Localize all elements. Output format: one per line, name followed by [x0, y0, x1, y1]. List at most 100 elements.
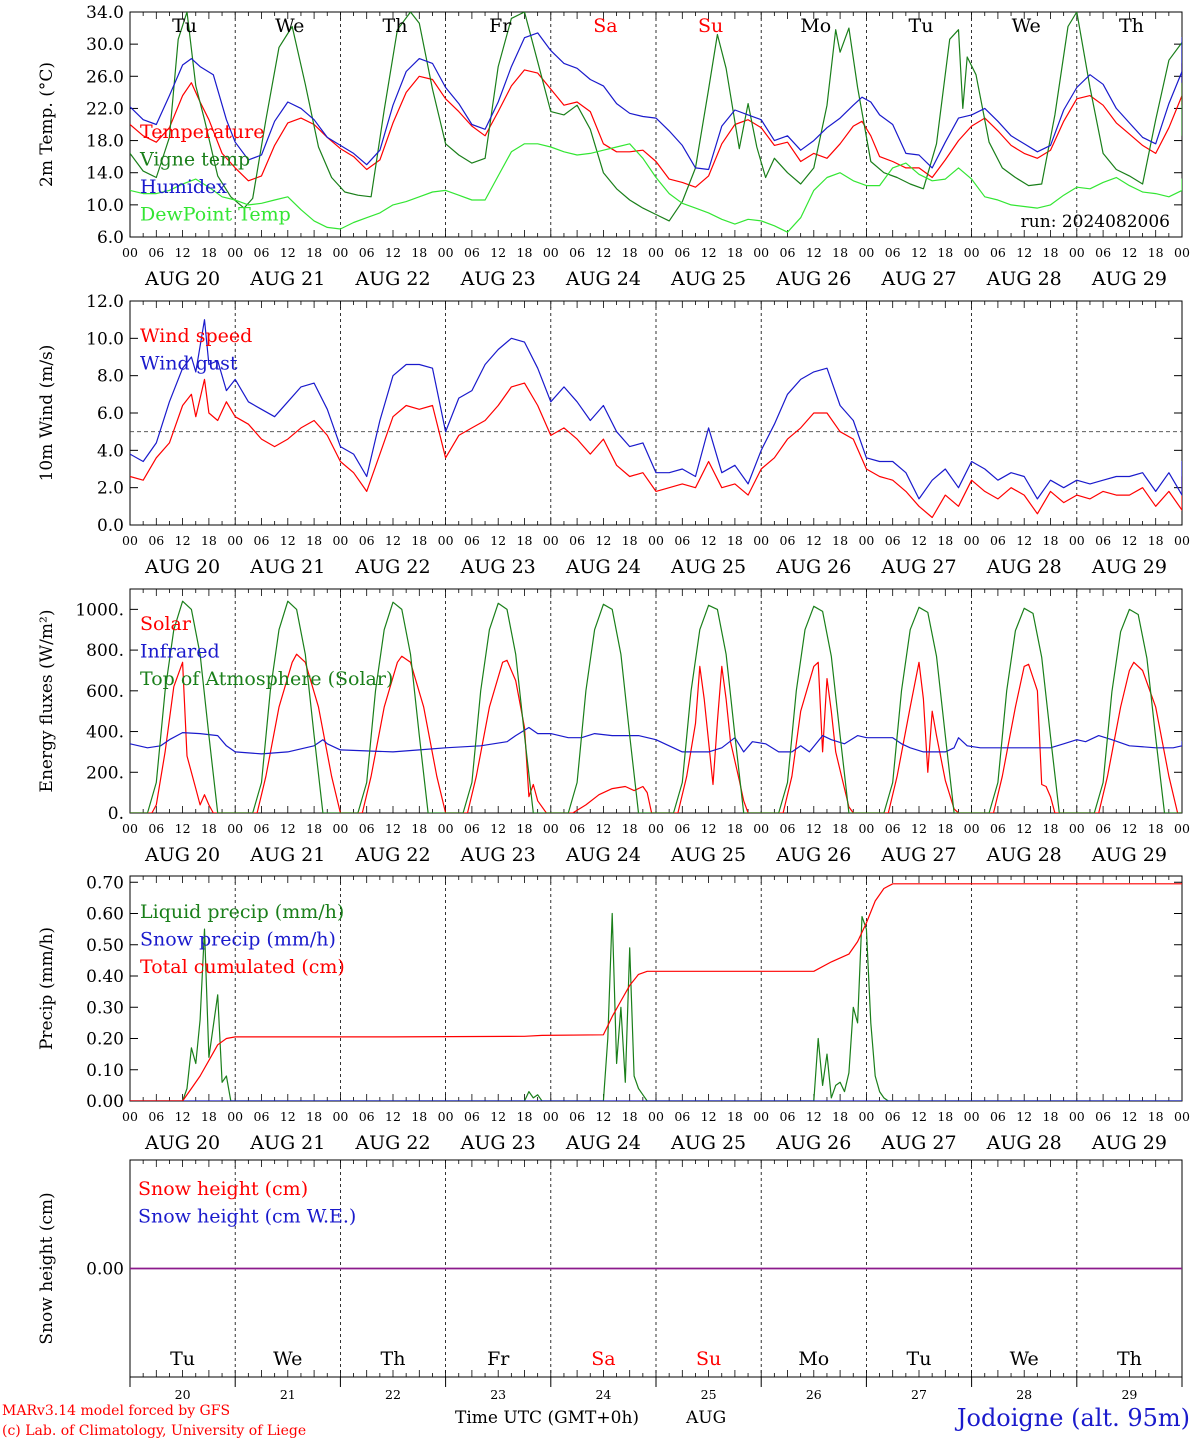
date-label: AUG 23	[460, 844, 536, 866]
date-label: AUG 20	[144, 268, 220, 290]
y-tick-label: 0.40	[86, 967, 124, 987]
hour-tick-label: 18	[622, 533, 638, 548]
hour-tick-label: 18	[306, 245, 322, 260]
hour-tick-label: 12	[175, 245, 191, 260]
hour-tick-label: 12	[490, 533, 506, 548]
hour-tick-label: 12	[385, 821, 401, 836]
hour-tick-label: 12	[1016, 821, 1032, 836]
series-line-top-of-atmosphere-solar-	[130, 600, 1182, 813]
hour-tick-label: 06	[464, 1109, 480, 1124]
date-label: AUG 23	[460, 556, 536, 578]
hour-tick-label: 18	[937, 821, 953, 836]
date-label: AUG 25	[670, 844, 746, 866]
day-number-label: 27	[911, 1387, 927, 1402]
hour-tick-label: 12	[1121, 821, 1137, 836]
hour-tick-label: 18	[201, 821, 217, 836]
hour-tick-label: 00	[122, 1109, 138, 1124]
legend-entry: Solar	[140, 613, 192, 635]
hour-tick-label: 18	[306, 533, 322, 548]
panel-3: 0. 200. 400. 600. 800. 1000. Energy fluxes (W/…	[37, 588, 1190, 866]
hour-tick-label: 00	[122, 245, 138, 260]
hour-tick-label: 06	[674, 245, 690, 260]
hour-tick-label: 12	[280, 533, 296, 548]
date-label: AUG 24	[565, 844, 641, 866]
model-credit: MARv3.14 model forced by GFS	[2, 1403, 230, 1419]
weekday-label: Sa	[591, 1348, 615, 1370]
series-group	[130, 883, 1182, 1101]
y-tick-label: 0.50	[86, 936, 124, 956]
y-tick-label: 0.30	[86, 998, 124, 1018]
date-label: AUG 23	[460, 1132, 536, 1154]
y-tick-label: 14.0	[86, 164, 124, 184]
hour-tick-label: 06	[359, 1109, 375, 1124]
date-label: AUG 24	[565, 268, 641, 290]
date-label: AUG 20	[144, 1132, 220, 1154]
hour-tick-label: 12	[385, 245, 401, 260]
hour-tick-label: 12	[806, 821, 822, 836]
hour-tick-label: 06	[885, 533, 901, 548]
hour-tick-label: 06	[990, 821, 1006, 836]
lab-credit: (c) Lab. of Climatology, University of L…	[2, 1423, 306, 1439]
hour-tick-label: 00	[964, 533, 980, 548]
date-label: AUG 21	[249, 268, 325, 290]
hour-tick-label: 00	[858, 1109, 874, 1124]
y-tick-label: 30.0	[86, 35, 124, 55]
y-tick-label: 4.0	[97, 441, 124, 461]
weekday-label: Fr	[489, 15, 512, 37]
series-line-total-cumulated-cm-	[130, 883, 1182, 1101]
hour-tick-label: 06	[780, 1109, 796, 1124]
hour-tick-label: 12	[490, 245, 506, 260]
hour-tick-label: 00	[438, 1109, 454, 1124]
day-number-label: 28	[1016, 1387, 1032, 1402]
hour-tick-label: 06	[464, 245, 480, 260]
plot-frame	[129, 588, 1183, 814]
date-label: AUG 21	[249, 1132, 325, 1154]
date-label: AUG 29	[1091, 844, 1167, 866]
date-label: AUG 26	[775, 268, 851, 290]
series-line-infrared	[130, 726, 1182, 755]
hour-tick-label: 06	[569, 245, 585, 260]
legend-entry: Humidex	[140, 176, 227, 198]
date-label: AUG 27	[880, 1132, 956, 1154]
weekday-label: We	[275, 15, 304, 37]
hour-tick-label: 00	[858, 821, 874, 836]
hour-tick-label: 06	[674, 1109, 690, 1124]
date-label: AUG 22	[354, 1132, 430, 1154]
hour-tick-label: 12	[175, 821, 191, 836]
hour-tick-label: 12	[280, 1109, 296, 1124]
weekday-label: We	[1012, 15, 1041, 37]
day-number-label: 21	[280, 1387, 296, 1402]
hour-tick-label: 18	[832, 821, 848, 836]
day-number-label: 25	[701, 1387, 717, 1402]
hour-tick-label: 00	[227, 533, 243, 548]
series-line-vigne-temp	[130, 12, 1182, 222]
hour-tick-label: 18	[1148, 1109, 1164, 1124]
date-label: AUG 29	[1091, 556, 1167, 578]
hour-tick-label: 06	[780, 245, 796, 260]
hour-tick-label: 18	[727, 533, 743, 548]
hour-tick-label: 00	[964, 821, 980, 836]
y-tick-label: 0.0	[97, 516, 124, 536]
date-label: AUG 20	[144, 556, 220, 578]
weekday-label: Mo	[798, 1348, 829, 1370]
hour-tick-label: 12	[1016, 1109, 1032, 1124]
weekday-label: Th	[383, 15, 408, 37]
hour-tick-label: 18	[937, 533, 953, 548]
chart-footer: MARv3.14 model forced by GFS (c) Lab. of…	[2, 1403, 1190, 1439]
hour-tick-label: 00	[1174, 1109, 1190, 1124]
day-number-label: 26	[806, 1387, 822, 1402]
date-label: AUG 26	[775, 1132, 851, 1154]
hour-tick-label: 06	[359, 821, 375, 836]
hour-tick-label: 12	[595, 821, 611, 836]
hour-tick-label: 18	[937, 245, 953, 260]
y-tick-label: 2.0	[97, 479, 124, 499]
hour-tick-label: 00	[648, 1109, 664, 1124]
date-label: AUG 22	[354, 556, 430, 578]
hour-tick-label: 12	[1016, 533, 1032, 548]
hour-tick-label: 18	[727, 821, 743, 836]
y-tick-label: 400.	[86, 723, 124, 743]
y-tick-label: 0.60	[86, 905, 124, 925]
hour-tick-label: 06	[148, 1109, 164, 1124]
hour-tick-label: 06	[885, 245, 901, 260]
hour-tick-label: 00	[543, 533, 559, 548]
